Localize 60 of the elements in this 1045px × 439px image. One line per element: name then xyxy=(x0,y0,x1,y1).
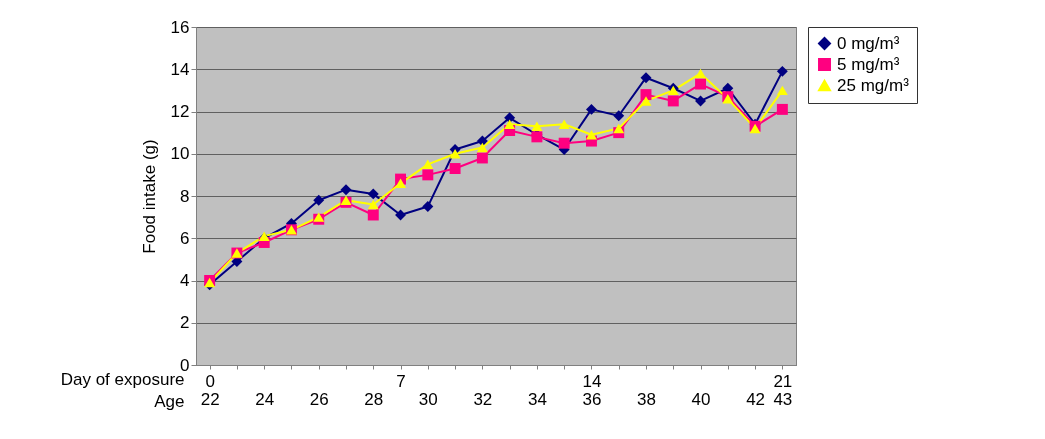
point xyxy=(613,123,625,134)
x2-tick-label: 22 xyxy=(200,389,220,409)
y-tick-label: 10 xyxy=(170,144,190,164)
point xyxy=(776,103,788,115)
x-tick-label: 21 xyxy=(773,371,793,391)
point xyxy=(367,199,379,210)
point xyxy=(640,72,652,84)
point xyxy=(776,85,788,96)
x2-tick-label: 38 xyxy=(637,389,656,409)
point xyxy=(695,68,707,79)
y-tick-label: 8 xyxy=(180,186,190,206)
x2-axis-title: Age xyxy=(154,391,185,411)
point xyxy=(776,65,788,77)
point xyxy=(367,209,379,221)
x-tick-label: 7 xyxy=(396,371,406,391)
y-tick-label: 6 xyxy=(180,228,190,248)
x2-tick-label: 26 xyxy=(309,389,329,409)
point xyxy=(667,95,679,107)
x2-tick-label: 28 xyxy=(364,389,384,409)
legend-label: 25 mg/m³ xyxy=(837,75,910,95)
point xyxy=(585,103,597,115)
x2-tick-label: 42 xyxy=(746,389,766,409)
point xyxy=(313,194,325,206)
point xyxy=(558,119,570,129)
point xyxy=(422,169,434,181)
point xyxy=(449,163,461,175)
point xyxy=(395,178,407,189)
point xyxy=(476,152,488,164)
x2-tick-label: 32 xyxy=(473,389,493,409)
point xyxy=(449,149,461,159)
point xyxy=(422,201,434,213)
point xyxy=(340,184,352,196)
point xyxy=(422,159,434,170)
point xyxy=(531,121,543,132)
y-axis-title: Food intake (g) xyxy=(139,139,159,254)
y-tick-label: 14 xyxy=(170,59,190,79)
legend-label: 5 mg/m³ xyxy=(837,54,900,74)
x2-tick-label: 43 xyxy=(773,389,793,409)
y-tick-label: 4 xyxy=(180,271,190,290)
y-tick-label: 12 xyxy=(170,102,190,121)
point xyxy=(558,137,570,149)
point xyxy=(695,78,707,90)
x2-tick-label: 34 xyxy=(527,389,547,409)
y-tick-label: 2 xyxy=(180,313,190,333)
x-tick-label: 0 xyxy=(205,371,215,391)
point xyxy=(476,142,488,153)
x2-tick-label: 36 xyxy=(582,389,602,409)
point xyxy=(504,119,516,129)
point xyxy=(695,95,707,107)
y-tick-label: 16 xyxy=(170,17,190,37)
y-tick-label: 0 xyxy=(180,355,190,375)
x2-tick-label: 30 xyxy=(418,389,438,409)
point xyxy=(367,188,379,200)
legend-label: 0 mg/m³ xyxy=(837,33,900,53)
point xyxy=(613,110,625,122)
point xyxy=(640,96,652,106)
x2-tick-label: 24 xyxy=(255,389,275,409)
x2-tick-label: 40 xyxy=(691,389,711,409)
x-tick-label: 14 xyxy=(582,371,602,391)
point xyxy=(395,209,407,221)
